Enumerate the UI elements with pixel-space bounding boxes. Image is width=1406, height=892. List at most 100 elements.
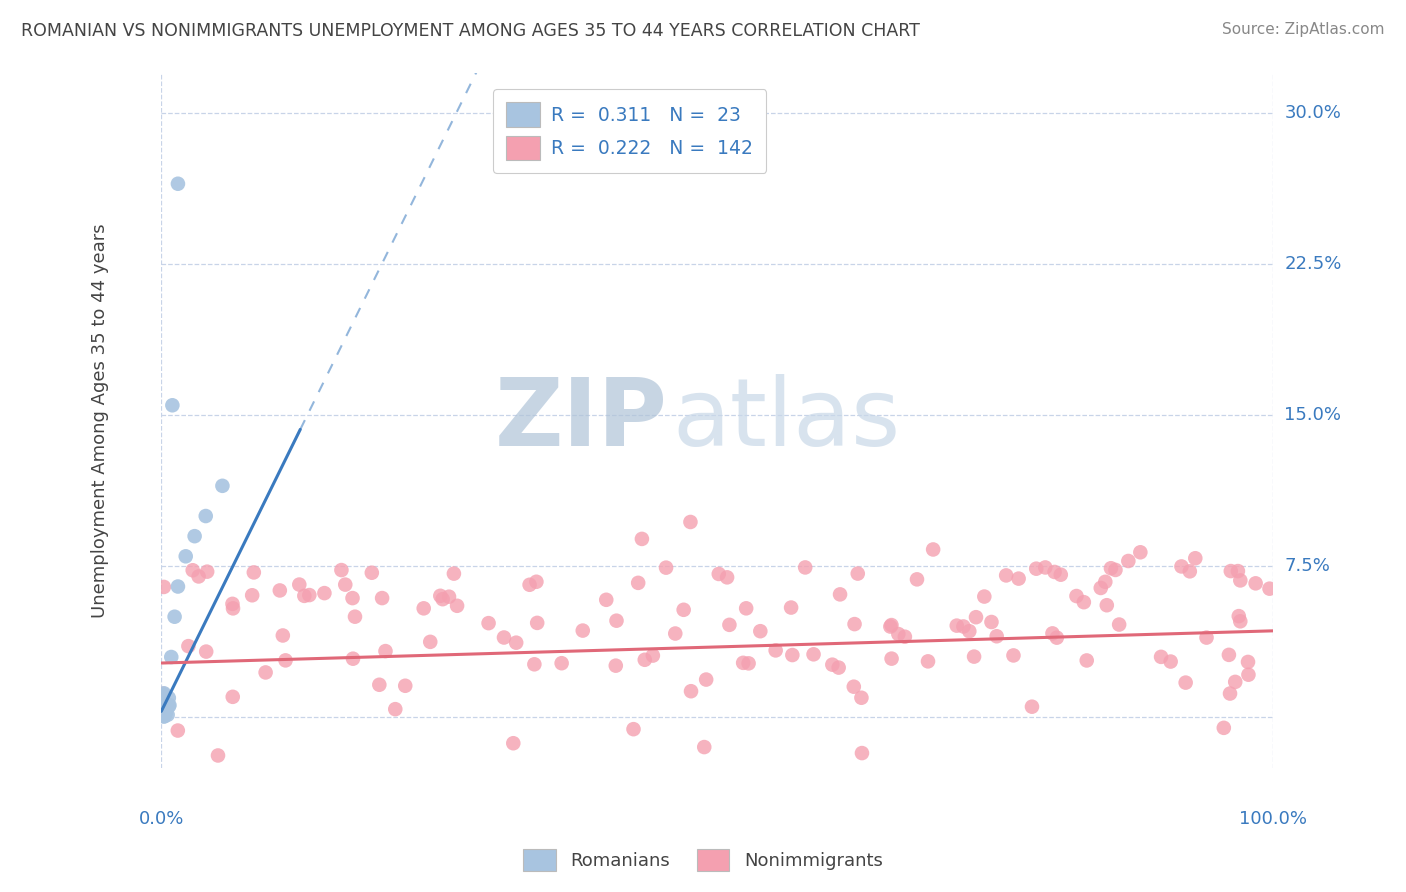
Point (1042, 626, 1064, 640)
Point (368, 678, 391, 692)
Point (292, 589, 315, 603)
Text: 7.5%: 7.5% (1285, 558, 1330, 575)
Point (880, 618, 903, 632)
Point (550, 657, 572, 671)
Text: Source: ZipAtlas.com: Source: ZipAtlas.com (1222, 22, 1385, 37)
Point (965, 610, 987, 624)
Point (846, 566, 869, 581)
Point (1229, 615, 1251, 629)
Point (605, 614, 627, 628)
Text: 22.5%: 22.5% (1285, 255, 1341, 273)
Point (314, 586, 336, 600)
Point (1025, 562, 1047, 576)
Point (221, 597, 243, 611)
Point (211, 479, 233, 493)
Point (207, 748, 229, 763)
Point (153, 709, 176, 723)
Point (1049, 567, 1071, 582)
Point (153, 686, 176, 700)
Point (672, 603, 695, 617)
Point (374, 644, 396, 658)
Point (679, 684, 702, 698)
Point (159, 698, 181, 712)
Point (342, 651, 364, 665)
Point (887, 627, 910, 641)
Point (664, 626, 686, 640)
Point (894, 630, 917, 644)
Point (1066, 589, 1088, 603)
Point (384, 702, 406, 716)
Point (269, 583, 291, 598)
Point (152, 698, 174, 713)
Point (1095, 599, 1118, 613)
Point (1178, 565, 1201, 579)
Point (1219, 687, 1241, 701)
Point (842, 680, 865, 694)
Point (152, 709, 174, 723)
Point (1174, 675, 1197, 690)
Point (153, 580, 176, 594)
Point (222, 601, 245, 615)
Point (156, 707, 179, 722)
Point (162, 398, 184, 412)
Point (641, 648, 664, 663)
Point (1227, 609, 1250, 624)
Point (707, 566, 730, 581)
Point (827, 660, 849, 674)
Point (880, 651, 903, 665)
Point (274, 653, 297, 667)
Point (1104, 563, 1126, 577)
Point (1237, 667, 1260, 681)
Point (1195, 631, 1218, 645)
Point (973, 590, 995, 604)
Point (150, 692, 173, 706)
Point (342, 591, 364, 606)
Point (394, 679, 416, 693)
Point (526, 574, 548, 589)
Point (986, 629, 1008, 643)
Point (1160, 655, 1182, 669)
Point (429, 589, 451, 603)
Point (160, 650, 183, 665)
Point (765, 643, 787, 657)
Point (157, 699, 180, 714)
Point (335, 577, 357, 591)
Point (1129, 545, 1152, 559)
Point (523, 657, 546, 672)
Point (634, 653, 657, 667)
Point (432, 592, 454, 607)
Point (733, 656, 755, 670)
Point (571, 624, 593, 638)
Point (254, 665, 277, 680)
Point (1244, 576, 1267, 591)
Point (181, 563, 204, 577)
Point (1170, 559, 1192, 574)
Point (735, 601, 758, 615)
Point (330, 563, 353, 577)
Point (1076, 653, 1098, 667)
Point (905, 572, 928, 586)
Point (605, 658, 627, 673)
Point (1043, 565, 1066, 579)
Legend: R =  0.311   N =  23, R =  0.222   N =  142: R = 0.311 N = 23, R = 0.222 N = 142 (494, 89, 766, 173)
Point (851, 690, 873, 705)
Point (1021, 699, 1043, 714)
Point (695, 673, 717, 687)
Point (1258, 582, 1281, 596)
Point (957, 624, 980, 639)
Point (177, 639, 200, 653)
Point (1225, 674, 1247, 689)
Point (828, 587, 851, 601)
Point (1090, 581, 1112, 595)
Point (980, 615, 1002, 629)
Point (419, 635, 441, 649)
Point (443, 566, 465, 581)
Point (716, 570, 738, 584)
Point (995, 568, 1018, 582)
Point (945, 618, 967, 632)
Point (183, 529, 205, 543)
Point (952, 619, 974, 633)
Point (1150, 649, 1173, 664)
Point (851, 746, 873, 760)
Point (794, 560, 817, 574)
